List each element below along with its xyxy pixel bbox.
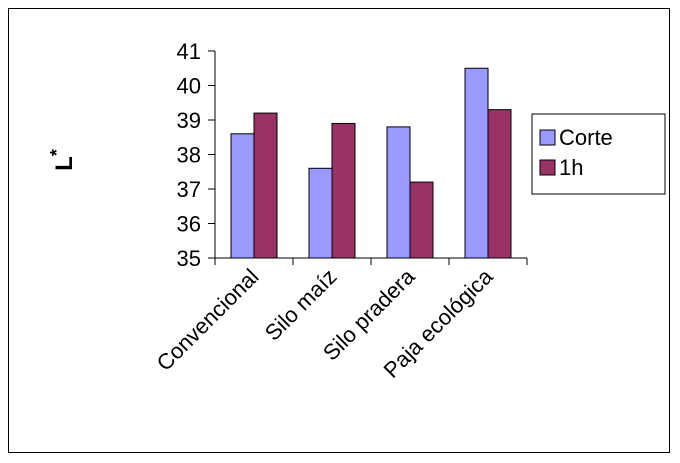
y-axis-title-group: L* — [47, 149, 78, 171]
bar-corte-4 — [464, 67, 489, 259]
y-axis-title-letter: L — [51, 156, 78, 171]
y-tick-label: 39 — [177, 108, 201, 133]
y-axis-ticks: 35 36 37 38 39 40 41 — [177, 39, 215, 271]
y-tick-label: 38 — [177, 143, 201, 168]
y-tick-label: 35 — [177, 246, 201, 271]
legend-box — [531, 113, 666, 195]
y-tick-label: 36 — [177, 212, 201, 237]
bar-corte-1 — [230, 133, 255, 259]
bar-corte-3 — [386, 126, 411, 259]
bar-1h-3 — [409, 181, 434, 259]
bar-1h-1 — [253, 112, 278, 259]
bar-1h-2 — [331, 122, 356, 259]
y-axis-title-superscript: * — [47, 149, 67, 156]
axes — [214, 51, 528, 265]
y-axis-title: L* — [47, 149, 78, 171]
y-tick-label: 40 — [177, 74, 201, 99]
y-tick-label: 41 — [177, 39, 201, 64]
legend-label-1h: 1h — [559, 155, 583, 180]
category-label: Silo maíz — [260, 264, 342, 346]
y-tick-label: 37 — [177, 177, 201, 202]
bar-corte-2 — [308, 167, 333, 259]
category-label: Convencional — [152, 264, 264, 376]
bar-1h-4 — [487, 109, 512, 259]
legend-swatch-1h — [539, 159, 556, 176]
legend-swatch-corte — [539, 129, 556, 146]
bars — [230, 67, 512, 259]
legend: Corte 1h — [531, 113, 666, 195]
legend-label-corte: Corte — [559, 125, 613, 150]
